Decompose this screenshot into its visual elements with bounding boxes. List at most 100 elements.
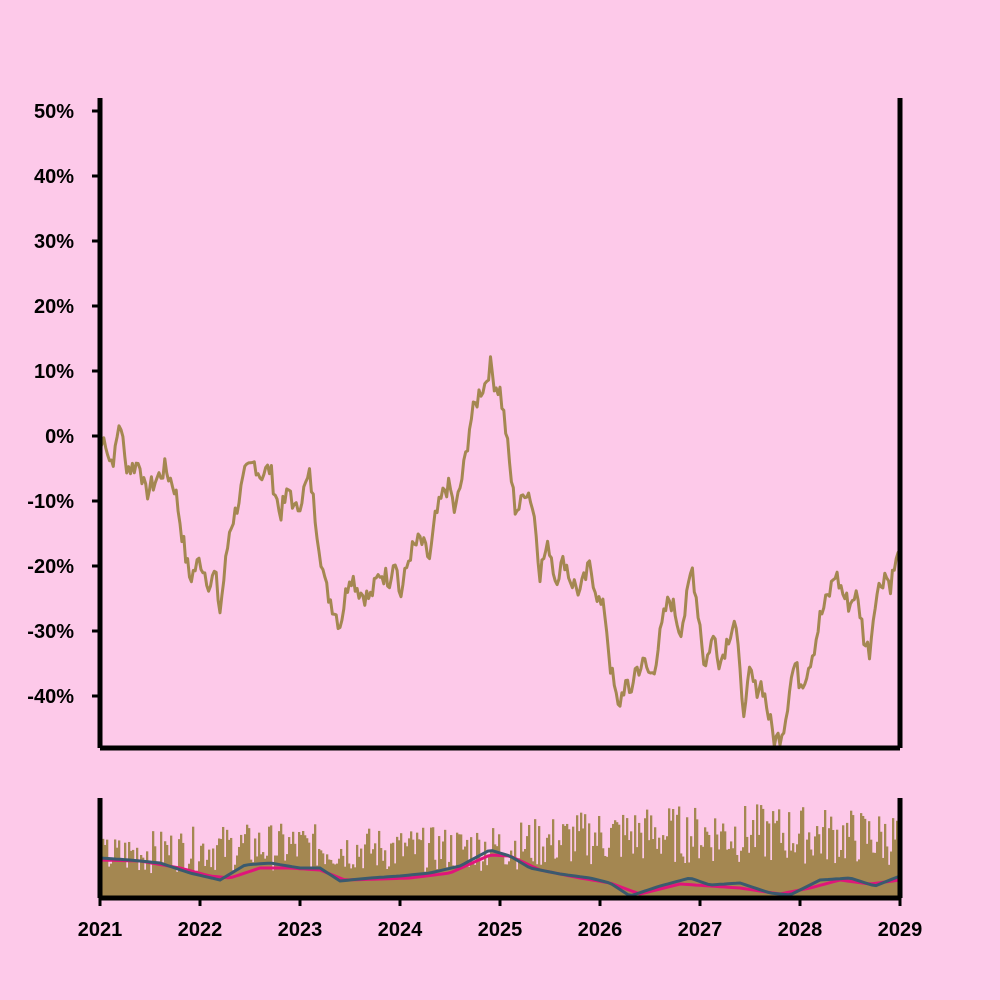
volume-bar bbox=[468, 866, 471, 898]
volume-bar bbox=[232, 870, 235, 898]
volume-bar bbox=[720, 831, 723, 898]
volume-bar bbox=[758, 834, 761, 898]
volume-bar bbox=[688, 862, 691, 898]
volume-bar bbox=[130, 850, 133, 898]
x-tick-label: 2023 bbox=[278, 919, 323, 941]
volume-bar bbox=[114, 839, 117, 898]
volume-bar bbox=[286, 854, 289, 898]
x-tick-label: 2026 bbox=[578, 919, 623, 941]
volume-bar bbox=[470, 837, 473, 898]
volume-bar bbox=[284, 860, 287, 898]
volume-bar bbox=[652, 839, 655, 898]
volume-bar bbox=[246, 824, 249, 898]
volume-bar bbox=[642, 858, 645, 898]
volume-bar bbox=[862, 815, 865, 898]
volume-bar bbox=[726, 849, 729, 898]
volume-bar bbox=[404, 842, 407, 898]
volume-bar bbox=[476, 832, 479, 898]
volume-bar bbox=[662, 835, 665, 898]
volume-bar bbox=[298, 832, 301, 898]
volume-bar bbox=[496, 846, 499, 898]
volume-bar bbox=[800, 810, 803, 898]
volume-bar bbox=[786, 857, 789, 898]
volume-bar bbox=[386, 869, 389, 898]
volume-bar bbox=[366, 833, 369, 898]
volume-bar bbox=[836, 829, 839, 898]
volume-bar bbox=[612, 823, 615, 898]
volume-bar bbox=[144, 869, 147, 898]
volume-bar bbox=[632, 853, 635, 898]
volume-bar bbox=[508, 861, 511, 898]
x-tick-label: 2022 bbox=[178, 919, 223, 941]
volume-bar bbox=[850, 810, 853, 898]
y-tick-label: 20% bbox=[34, 296, 74, 318]
volume-bar bbox=[870, 839, 873, 898]
volume-bar bbox=[384, 850, 387, 898]
volume-bar bbox=[542, 846, 545, 898]
volume-bar bbox=[536, 864, 539, 898]
y-tick-label: 50% bbox=[34, 101, 74, 123]
volume-bar bbox=[140, 855, 143, 898]
volume-bar bbox=[728, 848, 731, 898]
volume-bar bbox=[186, 871, 189, 898]
volume-bar bbox=[764, 856, 767, 898]
volume-bar bbox=[744, 806, 747, 898]
volume-bar bbox=[222, 826, 225, 898]
volume-bar bbox=[548, 834, 551, 898]
volume-bar bbox=[872, 852, 875, 898]
volume-bar bbox=[698, 858, 701, 898]
volume-bar bbox=[770, 860, 773, 898]
volume-bar bbox=[428, 843, 431, 898]
volume-bar bbox=[602, 848, 605, 898]
volume-bar bbox=[730, 841, 733, 898]
volume-bar bbox=[216, 845, 219, 898]
volume-bar bbox=[502, 856, 505, 898]
volume-bar bbox=[256, 856, 259, 898]
volume-bar bbox=[280, 823, 283, 898]
volume-bar bbox=[190, 858, 193, 898]
volume-bar bbox=[626, 818, 629, 898]
volume-bar bbox=[656, 848, 659, 898]
volume-bar bbox=[486, 865, 489, 898]
volume-bar bbox=[572, 826, 575, 898]
volume-bar bbox=[330, 859, 333, 898]
volume-bar bbox=[886, 846, 889, 898]
volume-bar bbox=[830, 816, 833, 898]
volume-bar bbox=[832, 829, 835, 898]
volume-bar bbox=[654, 827, 657, 898]
volume-bar bbox=[266, 855, 269, 898]
volume-bar bbox=[556, 857, 559, 898]
volume-bar bbox=[376, 865, 379, 898]
volume-bar bbox=[390, 843, 393, 898]
volume-bar bbox=[532, 861, 535, 898]
volume-bar bbox=[296, 856, 299, 898]
volume-bar bbox=[128, 841, 131, 898]
y-axis-ticks: 50% 40% 30% 20% 10% 0% -10% -20% -30% -40% bbox=[27, 101, 100, 708]
volume-bar bbox=[696, 819, 699, 898]
volume-bar bbox=[138, 870, 141, 898]
volume-bar bbox=[640, 832, 643, 898]
volume-bar bbox=[778, 809, 781, 898]
volume-bar bbox=[634, 815, 637, 898]
volume-bar bbox=[324, 864, 327, 898]
volume-bar bbox=[480, 870, 483, 898]
volume-bar bbox=[566, 823, 569, 898]
volume-bar bbox=[196, 870, 199, 898]
volume-bar bbox=[814, 836, 817, 898]
volume-bar bbox=[372, 849, 375, 898]
volume-bar bbox=[890, 851, 893, 898]
volume-bar bbox=[736, 855, 739, 898]
volume-bar bbox=[592, 846, 595, 898]
volume-bar bbox=[392, 842, 395, 898]
volume-bar bbox=[310, 868, 313, 898]
volume-bar bbox=[628, 840, 631, 898]
volume-bar bbox=[618, 824, 621, 898]
volume-bar bbox=[594, 832, 597, 898]
volume-bar bbox=[596, 845, 599, 898]
volume-bar bbox=[362, 868, 365, 898]
volume-bar bbox=[680, 853, 683, 898]
volume-bar bbox=[672, 809, 675, 898]
volume-bar bbox=[166, 844, 169, 898]
y-tick-label: 0% bbox=[45, 426, 74, 448]
volume-bar bbox=[344, 866, 347, 898]
